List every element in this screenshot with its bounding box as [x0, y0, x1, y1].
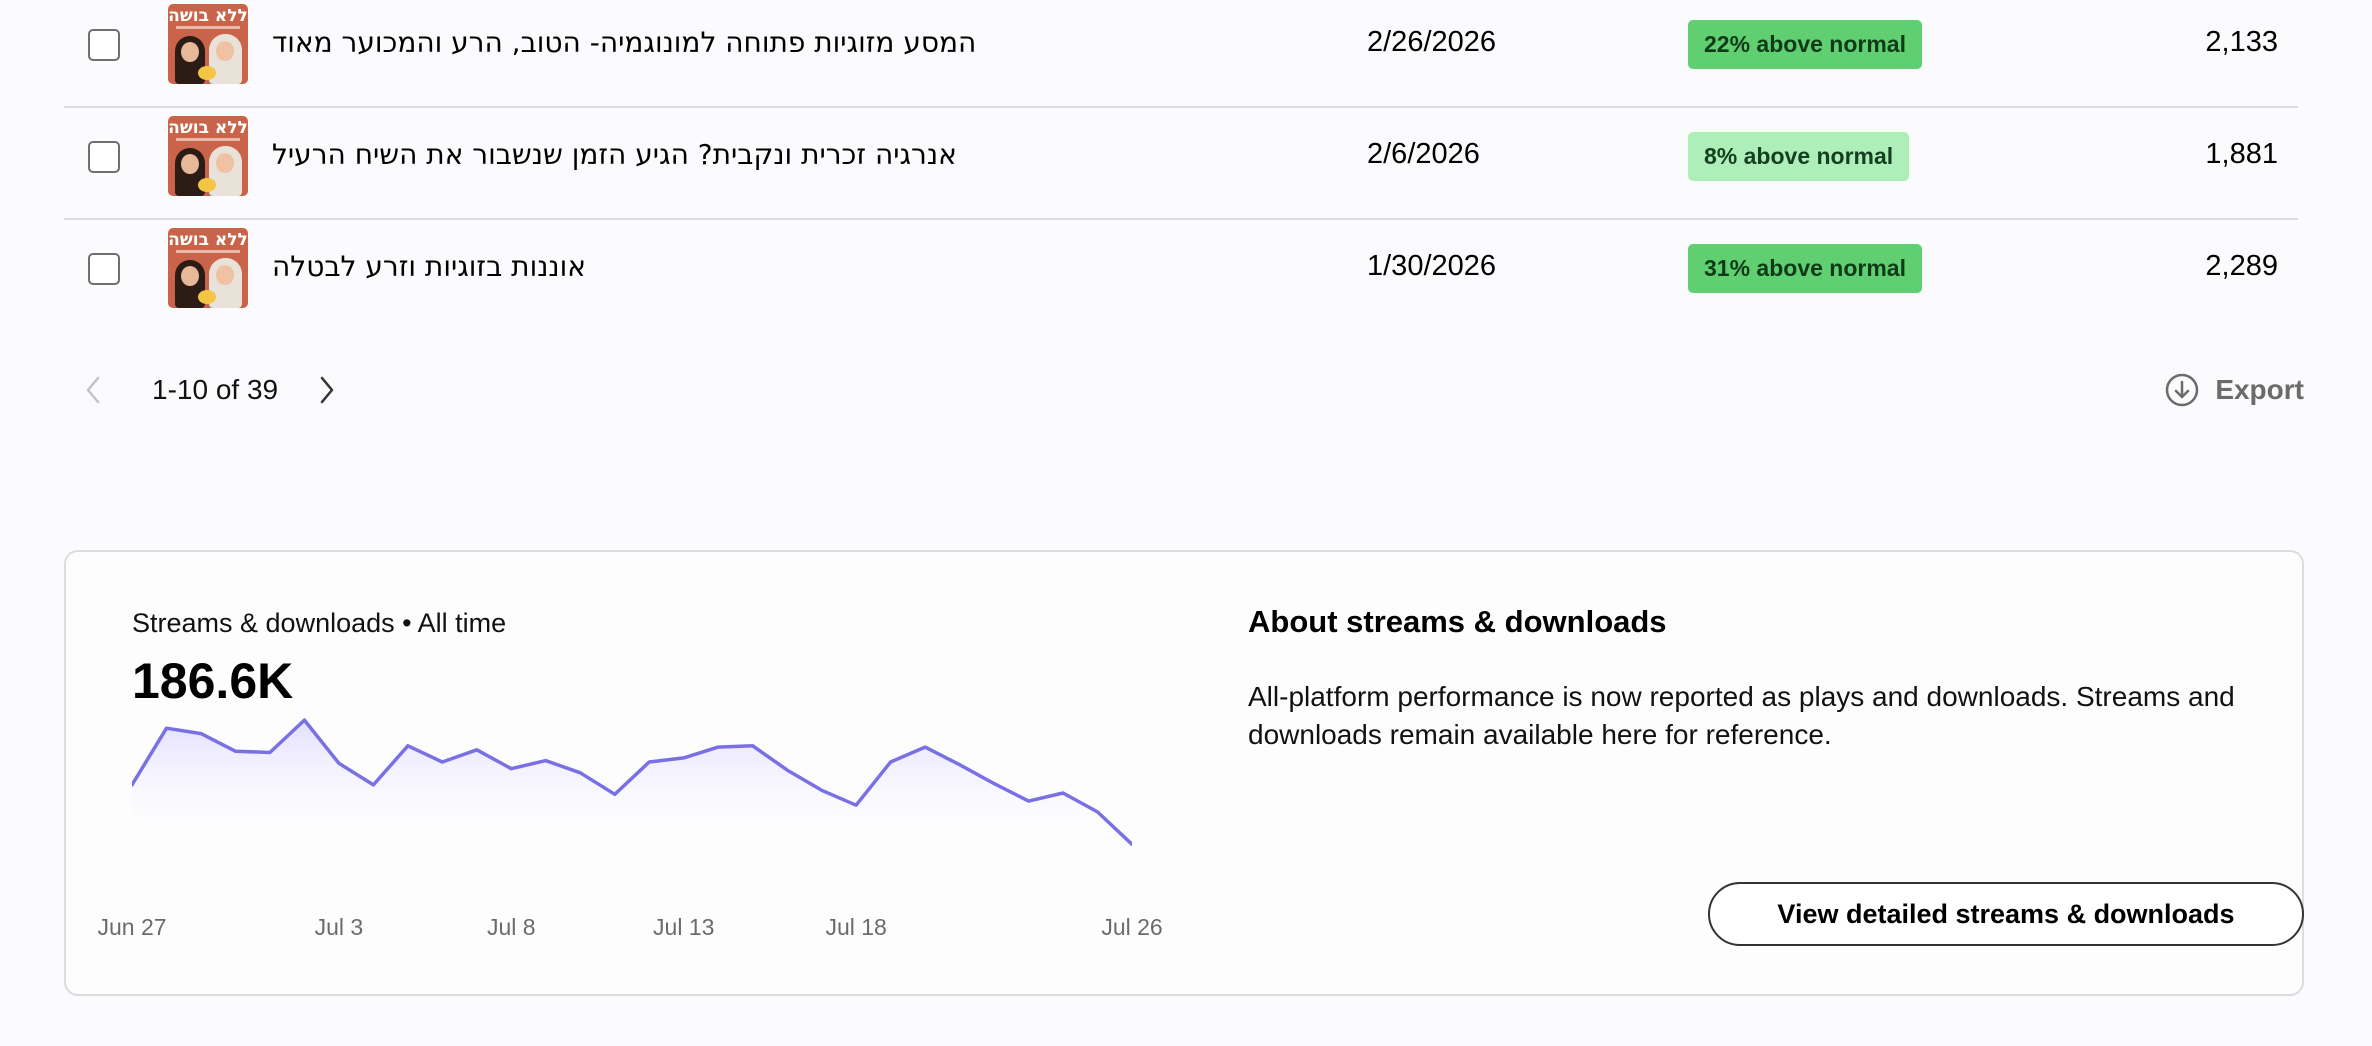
episode-row[interactable]: ללא בושה אנרגיה זכרית ונקבית? הגיע הזמן … [64, 110, 2298, 220]
row-checkbox[interactable] [88, 29, 120, 61]
x-tick-label: Jul 3 [314, 914, 364, 940]
chart-total: 186.6K [132, 653, 294, 709]
episode-cover-art: ללא בושה [168, 116, 248, 196]
episode-plays: 1,881 [2205, 138, 2278, 170]
episode-title[interactable]: אנרגיה זכרית ונקבית? הגיע הזמן שנשבור את… [272, 138, 957, 171]
episode-plays: 2,289 [2205, 250, 2278, 282]
chart-area [132, 720, 1132, 847]
x-tick-label: Jun 27 [97, 914, 167, 940]
chevron-left-icon[interactable] [76, 372, 112, 408]
pagination: 1-10 of 39 Export [64, 362, 2304, 418]
streams-downloads-card: Streams & downloads • All time 186.6K Ju… [64, 550, 2304, 996]
episode-row[interactable]: ללא בושה אוננות בזוגיות וזרע לבטלה 1/30/… [64, 222, 2298, 332]
performance-badge: 22% above normal [1688, 20, 1922, 69]
export-button[interactable]: Export [2165, 368, 2304, 412]
episode-row[interactable]: ללא בושה המסע מזוגיות פתוחה למונוגמיה- ה… [64, 0, 2298, 108]
episode-title[interactable]: אוננות בזוגיות וזרע לבטלה [272, 250, 586, 283]
x-tick-label: Jul 13 [653, 914, 715, 940]
about-title: About streams & downloads [1248, 604, 1667, 639]
x-tick-label: Jul 8 [487, 914, 536, 940]
download-icon [2166, 373, 2199, 407]
chart-title: Streams & downloads • All time [132, 608, 507, 638]
episode-date: 2/6/2026 [1367, 138, 1480, 170]
episode-cover-art: ללא בושה [168, 228, 248, 308]
chevron-right-icon[interactable] [308, 372, 344, 408]
view-detailed-streams-button[interactable]: View detailed streams & downloads [1708, 882, 2304, 946]
row-checkbox[interactable] [88, 253, 120, 285]
performance-badge: 31% above normal [1688, 244, 1922, 293]
row-checkbox[interactable] [88, 141, 120, 173]
episode-date: 2/26/2026 [1367, 26, 1497, 58]
streams-area-chart [132, 718, 1132, 847]
x-tick-label: Jul 26 [1101, 914, 1163, 940]
episode-plays: 2,133 [2205, 26, 2278, 58]
export-label: Export [2215, 374, 2304, 405]
chart-line [132, 718, 1132, 847]
episode-title[interactable]: המסע מזוגיות פתוחה למונוגמיה- הטוב, הרע … [272, 26, 977, 59]
pagination-range: 1-10 of 39 [152, 374, 279, 405]
performance-badge: 8% above normal [1688, 132, 1910, 181]
episode-date: 1/30/2026 [1367, 250, 1497, 282]
episode-cover-art: ללא בושה [168, 4, 248, 84]
x-tick-label: Jul 18 [825, 914, 887, 940]
about-text: All-platform performance is now reported… [1248, 681, 2235, 750]
